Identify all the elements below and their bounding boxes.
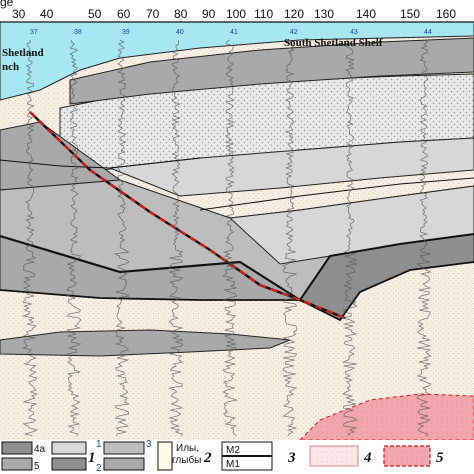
- tick-label: 30: [12, 7, 26, 21]
- tick-label: 100: [226, 7, 246, 21]
- pink-region: [298, 393, 474, 441]
- station-number: 40: [176, 29, 184, 36]
- tick-label: 150: [400, 7, 420, 21]
- legend-ily-line2: глыбы: [172, 454, 201, 466]
- seismic-trace: [65, 39, 82, 437]
- light-wedge: [109, 137, 474, 197]
- tick-label: 80: [174, 7, 188, 21]
- station-number: 43: [350, 29, 358, 36]
- legend-number-3: 3: [287, 450, 296, 466]
- legend: 4a 5 1 1 2 3 Илы, глыбы 2 M2 M1 3 4 5: [0, 439, 474, 474]
- station-number: 42: [290, 29, 298, 36]
- tick-label: 140: [356, 7, 376, 21]
- horizon-thin-1: [0, 157, 201, 169]
- legend-sub-1: 1: [96, 439, 102, 450]
- tick-label: 40: [40, 7, 54, 21]
- lower-lens: [0, 329, 291, 357]
- horizon-thick-2: [299, 233, 474, 301]
- station-number: 38: [74, 29, 82, 36]
- top-axis-ticks: 30 40 50 60 70 80 90 100 110 120 130 140…: [12, 7, 456, 21]
- station-number: 41: [230, 29, 238, 36]
- horizon-thin-2: [199, 177, 474, 211]
- light-band-right: [228, 185, 474, 265]
- shelf-label: South Shetland Shelf: [284, 37, 383, 49]
- station-number: 44: [424, 29, 432, 36]
- legend-label-5: 5: [34, 461, 40, 472]
- legend-label-4a: 4a: [34, 444, 46, 455]
- corner-fragment: ge: [0, 0, 14, 9]
- legend-swatch-5: [1, 457, 33, 471]
- trench-label-line1: Shetland: [2, 47, 44, 59]
- legend-number-1: 1: [88, 450, 96, 466]
- tick-label: 160: [436, 7, 456, 21]
- station-markers: 37 38 39 40 41 42 43 44: [30, 29, 432, 36]
- legend-swatch-4: [309, 445, 359, 467]
- legend-number-4: 4: [363, 450, 372, 466]
- legend-number-5: 5: [436, 450, 444, 466]
- station-number: 39: [122, 29, 130, 36]
- legend-swatch-grey-c: [103, 441, 145, 455]
- tick-label: 120: [284, 7, 304, 21]
- legend-ily-line1: Илы,: [176, 443, 199, 454]
- tick-label: 130: [314, 7, 334, 21]
- station-number: 37: [30, 29, 38, 36]
- seismic-trace: [416, 39, 432, 437]
- legend-sub-3: 3: [146, 439, 152, 450]
- tick-label: 110: [254, 7, 273, 21]
- trench-label-line2: nch: [2, 61, 19, 73]
- seismic-traces: [21, 39, 432, 437]
- legend-swatch-ily: [157, 441, 173, 471]
- legend-swatch-grey-d: [103, 457, 145, 471]
- legend-number-2: 2: [203, 450, 212, 466]
- legend-swatch-4a: [1, 441, 33, 455]
- tick-label: 70: [146, 7, 160, 21]
- legend-swatch-grey-b: [51, 457, 87, 471]
- legend-swatch-grey-a: [51, 441, 87, 455]
- seismic-trace: [222, 39, 239, 437]
- seismic-trace: [341, 39, 358, 437]
- legend-sub-2: 2: [96, 463, 102, 474]
- tick-label: 50: [88, 7, 102, 21]
- fault-line: [29, 111, 346, 320]
- tick-label: 90: [202, 7, 216, 21]
- legend-swatch-pink: [383, 445, 431, 467]
- tick-label: 60: [117, 7, 131, 21]
- seismic-trace: [113, 39, 130, 437]
- water-layer: [0, 21, 474, 101]
- seismic-trace: [21, 39, 39, 437]
- legend-m1: M1: [226, 459, 240, 470]
- legend-m2: M2: [226, 445, 240, 456]
- seismic-trace: [281, 39, 298, 437]
- seismic-trace: [168, 39, 184, 437]
- grey-band-top: [69, 37, 474, 105]
- horizon-thick-1: [0, 234, 301, 301]
